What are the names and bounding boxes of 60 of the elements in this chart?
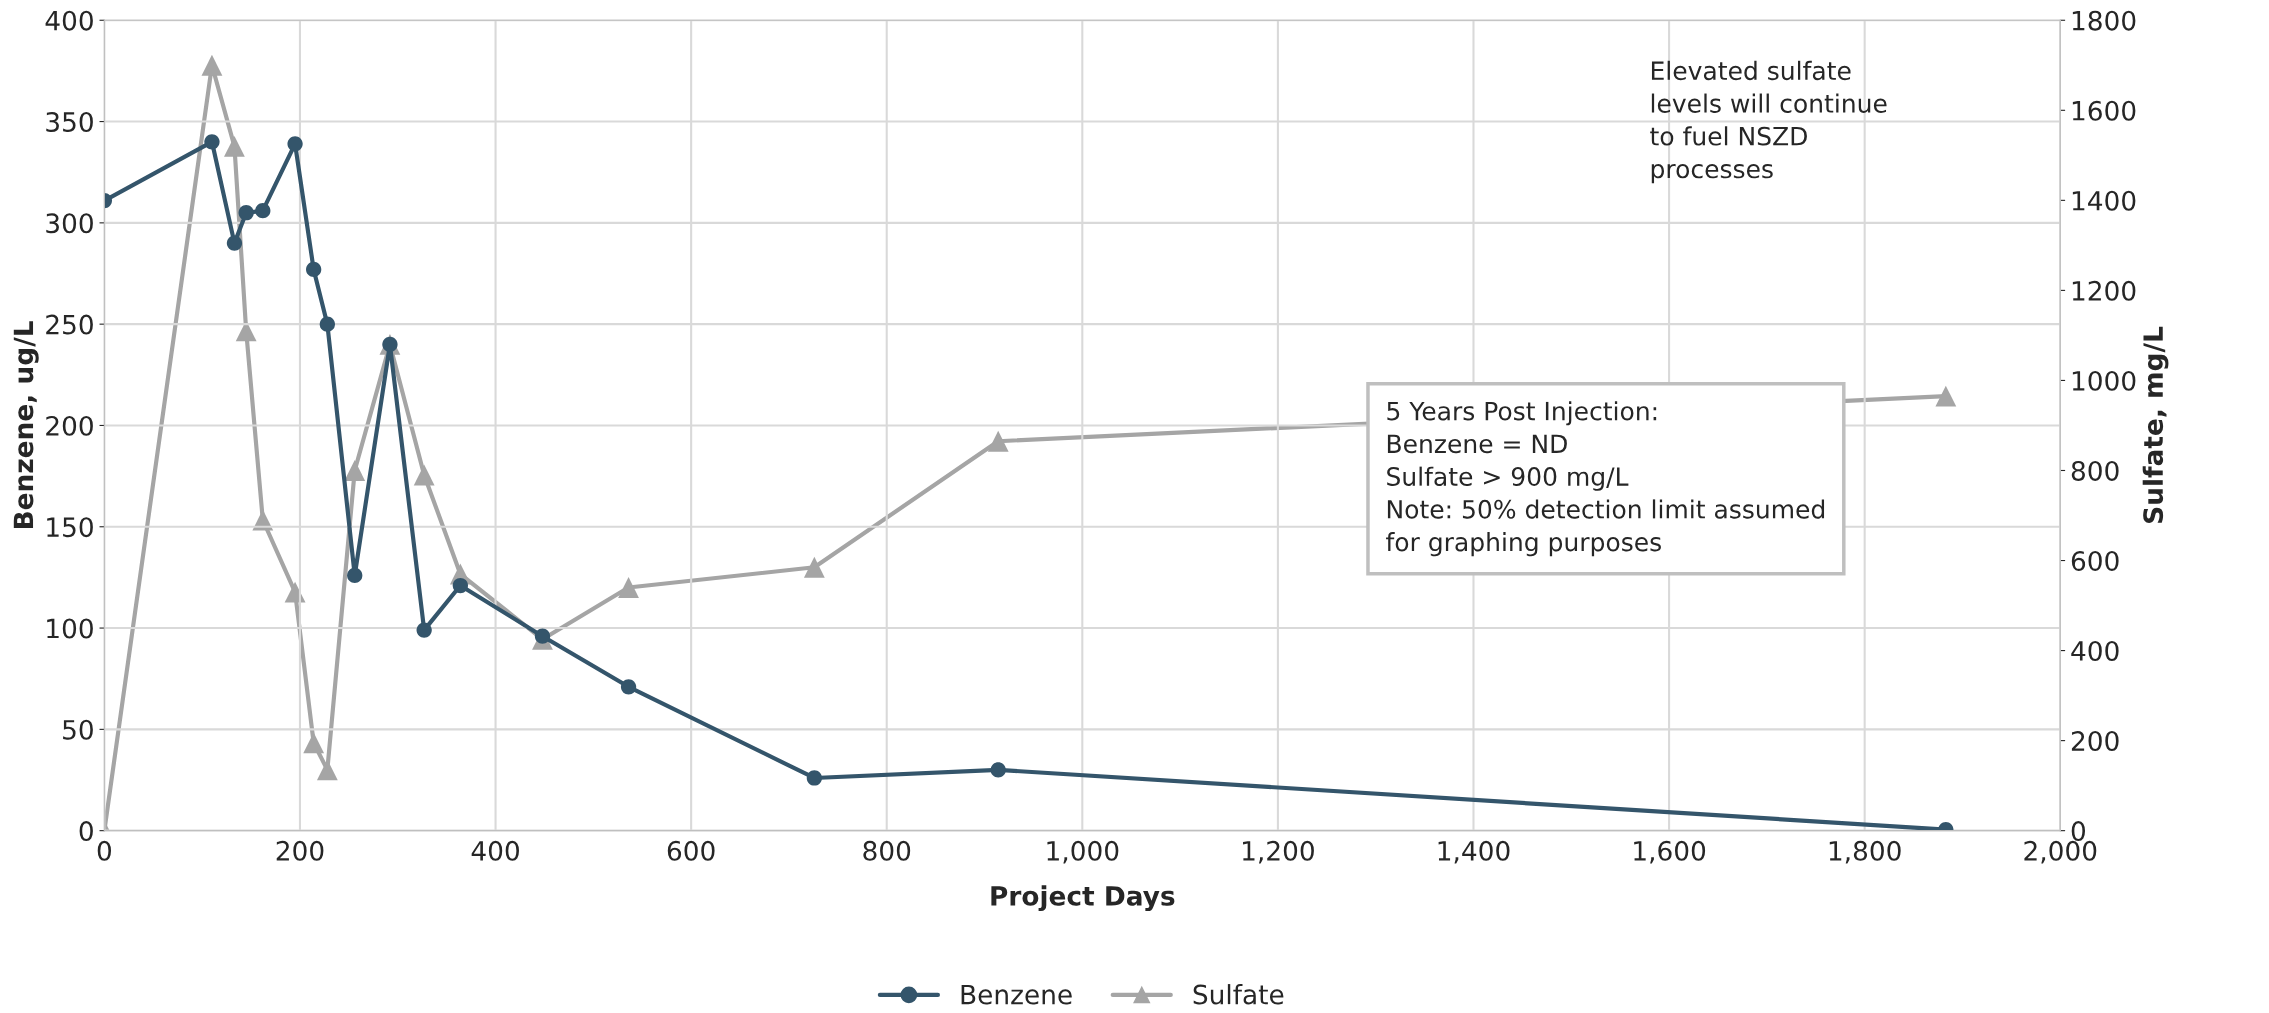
- legend-label: Sulfate: [1193, 984, 1284, 1005]
- point: [452, 577, 468, 594]
- point: [620, 679, 637, 695]
- x-tick-label: 1,200: [1243, 840, 1314, 864]
- y-tick-label: 200: [46, 415, 93, 436]
- point: [806, 770, 822, 786]
- y2-tick-label: 0: [2071, 821, 2086, 842]
- point: [803, 556, 825, 578]
- point: [201, 54, 223, 76]
- point: [255, 203, 271, 219]
- point: [347, 567, 363, 584]
- x-tick-label: 1,000: [1047, 840, 1119, 864]
- point: [303, 732, 325, 754]
- y2-axis-title: Sulfate, mg/L: [2142, 326, 2169, 523]
- y-axis-title: Benzene, ug/L: [13, 321, 39, 529]
- x-tick-label: 2,000: [2024, 840, 2097, 864]
- y2-tick-label: 200: [2071, 731, 2119, 752]
- x-tick-label: 0: [97, 840, 112, 861]
- y2-tick-label: 400: [2071, 641, 2119, 661]
- y2-tick-label: 1400: [2072, 190, 2136, 211]
- y-tick-label: 0: [79, 821, 93, 842]
- point: [226, 235, 243, 251]
- x-tick-label: 800: [863, 840, 911, 861]
- legend-label: Benzene: [961, 984, 1072, 1005]
- y-tick-label: 400: [45, 10, 93, 31]
- point: [306, 261, 322, 278]
- y2-tick-label: 1200: [2072, 280, 2136, 301]
- x-tick-label: 1,400: [1438, 840, 1510, 864]
- point: [416, 622, 432, 638]
- y-tick-label: 50: [63, 719, 93, 740]
- y-tick-label: 150: [47, 517, 93, 538]
- point: [618, 577, 639, 598]
- y2-tick-label: 1800: [2072, 10, 2136, 31]
- point: [990, 762, 1006, 778]
- point: [413, 464, 435, 486]
- x-tick-label: 600: [667, 840, 715, 861]
- y-tick-label: 100: [47, 618, 93, 639]
- annotation: 5 Years Post Injection: Benzene = ND Sulfate > 900 mg/L Note: 50% detection limit assumed for graphing purposes: [1386, 401, 1825, 557]
- y2-tick-label: 1000: [2072, 370, 2136, 391]
- x-tick-label: 1,800: [1829, 840, 1901, 864]
- point: [287, 136, 303, 152]
- y-tick-label: 300: [46, 213, 93, 234]
- point: [238, 205, 254, 221]
- y2-tick-label: 600: [2071, 550, 2119, 571]
- point: [344, 460, 366, 481]
- point: [987, 430, 1009, 452]
- point: [204, 134, 220, 150]
- y2-tick-label: 800: [2071, 460, 2119, 481]
- x-tick-label: 1,600: [1634, 840, 1706, 864]
- annotation: Elevated sulfate levels will continue to fuel NSZD processes: [1650, 60, 1887, 184]
- point: [534, 628, 551, 644]
- point: [319, 316, 335, 332]
- x-tick-label: 200: [276, 840, 324, 861]
- y2-tick-label: 1600: [2072, 100, 2136, 121]
- x-axis-title: Project Days: [991, 885, 1175, 912]
- y-tick-label: 350: [46, 112, 93, 132]
- point: [1935, 385, 1957, 407]
- x-tick-label: 400: [471, 840, 519, 861]
- y-tick-label: 250: [46, 314, 93, 335]
- point: [224, 135, 245, 157]
